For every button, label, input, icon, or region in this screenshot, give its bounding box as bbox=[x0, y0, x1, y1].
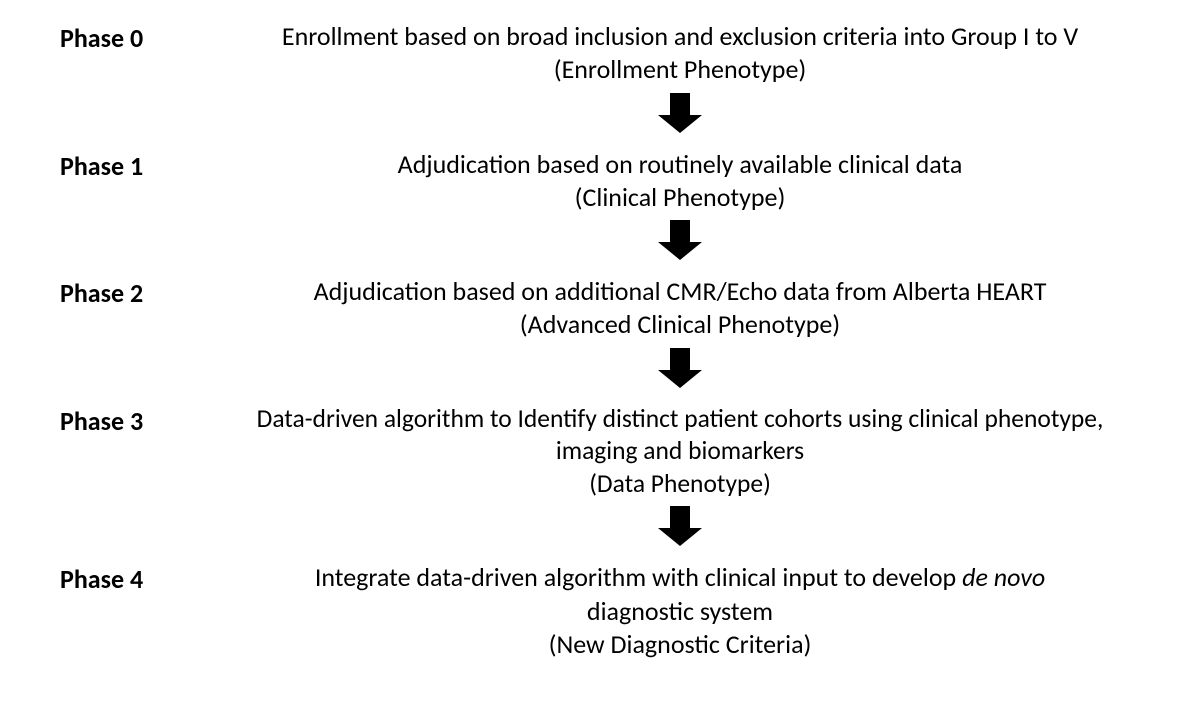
arrow-shape bbox=[658, 348, 702, 388]
phase-3-label: Phase 3 bbox=[60, 403, 230, 438]
spacer bbox=[60, 348, 230, 393]
spacer bbox=[60, 220, 230, 265]
phase-2-line2: (Advanced Clinical Phenotype) bbox=[230, 308, 1130, 341]
phase-1-desc: Adjudication based on routinely availabl… bbox=[230, 148, 1170, 215]
arrow-1-2-cell bbox=[230, 220, 1170, 265]
phase-4-desc: Integrate data-driven algorithm with cli… bbox=[230, 561, 1170, 661]
arrow-3-4-row bbox=[60, 506, 1170, 551]
phase-0-line1: Enrollment based on broad inclusion and … bbox=[230, 20, 1130, 53]
arrow-0-1-cell bbox=[230, 93, 1170, 138]
down-arrow-icon bbox=[658, 506, 702, 546]
phase-1-label: Phase 1 bbox=[60, 148, 230, 183]
phase-4-line1-pre: Integrate data-driven algorithm with cli… bbox=[315, 561, 962, 593]
arrow-2-3-row bbox=[60, 348, 1170, 393]
phase-1-line1: Adjudication based on routinely availabl… bbox=[230, 148, 1130, 181]
phase-2-row: Phase 2 Adjudication based on additional… bbox=[60, 275, 1170, 342]
phase-4-line1: Integrate data-driven algorithm with cli… bbox=[230, 561, 1130, 594]
phase-0-label: Phase 0 bbox=[60, 20, 230, 55]
phase-3-line1: Data-driven algorithm to Identify distin… bbox=[230, 403, 1130, 436]
down-arrow-icon bbox=[658, 220, 702, 260]
arrow-0-1-row bbox=[60, 93, 1170, 138]
phase-3-row: Phase 3 Data-driven algorithm to Identif… bbox=[60, 403, 1170, 501]
phase-0-row: Phase 0 Enrollment based on broad inclus… bbox=[60, 20, 1170, 87]
phase-0-desc: Enrollment based on broad inclusion and … bbox=[230, 20, 1170, 87]
phase-2-line1: Adjudication based on additional CMR/Ech… bbox=[230, 275, 1130, 308]
phase-4-line2: diagnostic system bbox=[230, 595, 1130, 628]
phase-4-row: Phase 4 Integrate data-driven algorithm … bbox=[60, 561, 1170, 661]
phase-3-desc: Data-driven algorithm to Identify distin… bbox=[230, 403, 1170, 501]
spacer bbox=[60, 506, 230, 551]
arrow-2-3-cell bbox=[230, 348, 1170, 393]
phase-1-line2: (Clinical Phenotype) bbox=[230, 181, 1130, 214]
spacer bbox=[60, 93, 230, 138]
phase-3-line2: imaging and biomarkers bbox=[230, 435, 1130, 468]
down-arrow-icon bbox=[658, 348, 702, 388]
flow-diagram: Phase 0 Enrollment based on broad inclus… bbox=[0, 0, 1200, 715]
phase-0-line2: (Enrollment Phenotype) bbox=[230, 53, 1130, 86]
arrow-shape bbox=[658, 506, 702, 546]
arrow-1-2-row bbox=[60, 220, 1170, 265]
arrow-shape bbox=[658, 220, 702, 260]
phase-3-line3: (Data Phenotype) bbox=[230, 468, 1130, 501]
arrow-shape bbox=[658, 93, 702, 133]
phase-4-label: Phase 4 bbox=[60, 561, 230, 596]
phase-1-row: Phase 1 Adjudication based on routinely … bbox=[60, 148, 1170, 215]
phase-2-desc: Adjudication based on additional CMR/Ech… bbox=[230, 275, 1170, 342]
phase-4-line1-em: de novo bbox=[962, 561, 1045, 593]
phase-4-line3: (New Diagnostic Criteria) bbox=[230, 628, 1130, 661]
down-arrow-icon bbox=[658, 93, 702, 133]
arrow-3-4-cell bbox=[230, 506, 1170, 551]
phase-2-label: Phase 2 bbox=[60, 275, 230, 310]
